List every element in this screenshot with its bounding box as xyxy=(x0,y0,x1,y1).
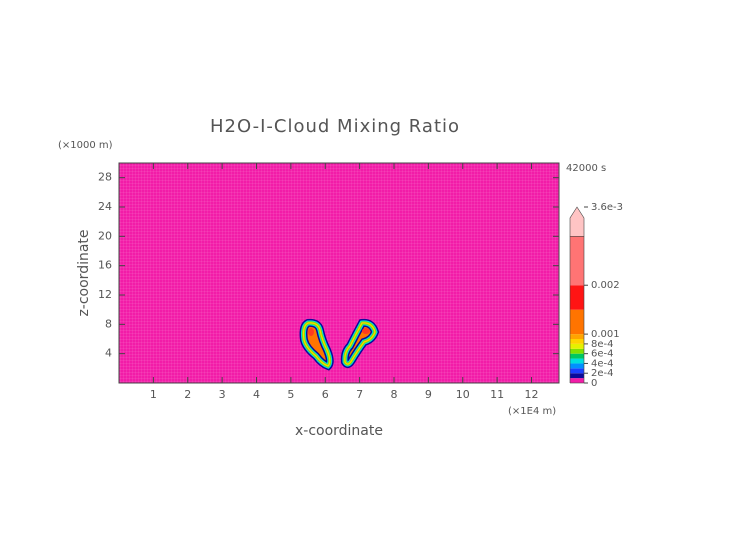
colorbar-band xyxy=(570,373,584,379)
x-tick-label: 6 xyxy=(322,388,329,401)
x-tick-label: 1 xyxy=(150,388,157,401)
x-tick-label: 3 xyxy=(219,388,226,401)
y-tick-label: 28 xyxy=(98,171,112,184)
colorbar-band xyxy=(570,285,584,310)
x-tick-label: 12 xyxy=(525,388,539,401)
colorbar-tick-label: 6e-4 xyxy=(591,349,614,360)
colorbar-band xyxy=(570,358,584,364)
y-tick-label: 4 xyxy=(105,347,112,360)
colorbar-band xyxy=(570,339,584,344)
cloud-peak xyxy=(308,328,314,336)
y-unit: (×1000 m) xyxy=(58,140,113,151)
cloud-right xyxy=(340,318,380,369)
cloud-edge xyxy=(344,322,376,365)
x-tick-label: 2 xyxy=(184,388,191,401)
colorbar-band xyxy=(570,343,584,349)
colorbar: 02e-44e-46e-48e-40.001 0.002 3.6e-3 xyxy=(569,202,623,389)
colorbar-band xyxy=(569,206,585,237)
x-tick-label: 10 xyxy=(456,388,470,401)
colorbar-band xyxy=(570,363,584,369)
time-label: 42000 s xyxy=(566,163,606,174)
colorbar-band xyxy=(570,368,584,374)
y-tick-label: 24 xyxy=(98,200,112,213)
colorbar-band xyxy=(570,236,584,286)
x-tick-label: 11 xyxy=(490,388,504,401)
y-tick-label: 20 xyxy=(98,229,112,242)
y-axis-label: z-coordinate xyxy=(76,229,92,316)
y-tick-label: 8 xyxy=(105,317,112,330)
colorbar-tick-label: 0 xyxy=(591,378,597,389)
x-tick-label: 5 xyxy=(287,388,294,401)
x-axis-label: x-coordinate xyxy=(295,423,383,439)
colorbar-tick-label: 3.6e-3 xyxy=(591,202,623,213)
colorbar-tick-label: 0.002 xyxy=(591,280,620,291)
colorbar-tick-label: 8e-4 xyxy=(591,339,614,350)
colorbar-band xyxy=(570,348,584,354)
x-unit: (×1E4 m) xyxy=(508,406,556,417)
cloud-left xyxy=(299,318,334,371)
cloud-edge xyxy=(302,322,331,367)
field-texture xyxy=(119,163,559,383)
x-tick-label: 8 xyxy=(391,388,398,401)
plot-area xyxy=(119,163,559,383)
colorbar-band xyxy=(570,378,584,383)
chart-title: H2O-I-Cloud Mixing Ratio xyxy=(210,116,460,137)
cloud-features xyxy=(299,318,380,371)
y-tick-label: 16 xyxy=(98,259,112,272)
colorbar-tick-label: 0.001 xyxy=(591,329,620,340)
colorbar-tick-label: 2e-4 xyxy=(591,368,614,379)
colorbar-band xyxy=(570,334,584,339)
x-tick-label: 4 xyxy=(253,388,260,401)
x-tick-label: 7 xyxy=(356,388,363,401)
y-tick-label: 12 xyxy=(98,288,112,301)
colorbar-band xyxy=(570,309,584,335)
x-tick-label: 9 xyxy=(425,388,432,401)
colorbar-tick-label: 4e-4 xyxy=(591,358,614,369)
cloud-peak xyxy=(362,328,370,334)
plot-frame xyxy=(118,162,560,384)
colorbar-band xyxy=(570,353,584,359)
